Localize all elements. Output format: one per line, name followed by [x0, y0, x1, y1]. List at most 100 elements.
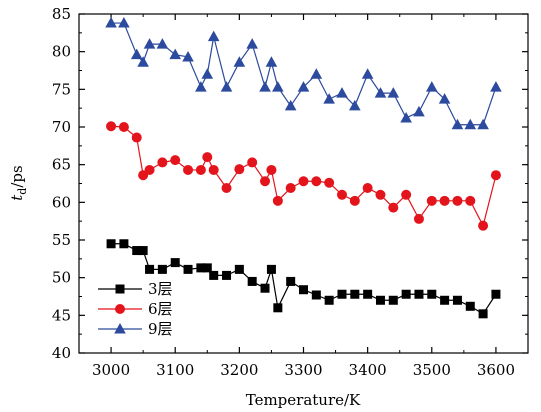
data-point: [259, 81, 271, 92]
data-point: [106, 239, 116, 249]
data-point: [119, 239, 129, 249]
data-point: [143, 38, 156, 49]
y-tick-label: 70: [52, 118, 71, 136]
y-tick-label: 45: [52, 306, 71, 324]
data-point: [105, 17, 117, 28]
data-point: [130, 48, 143, 60]
series-layer: [105, 17, 502, 319]
data-point: [375, 189, 386, 200]
data-point: [349, 195, 360, 206]
data-point: [451, 118, 464, 130]
y-tick-label: 80: [52, 43, 71, 61]
data-point: [183, 164, 194, 175]
data-point: [247, 276, 257, 286]
data-point: [478, 220, 489, 231]
x-tick-label: 3100: [156, 361, 194, 379]
legend-entry-3: 9层: [98, 320, 173, 338]
data-point: [490, 170, 501, 181]
data-point: [413, 105, 425, 117]
data-point: [137, 56, 149, 67]
data-point: [222, 270, 232, 280]
data-point: [170, 258, 180, 268]
data-point: [361, 68, 374, 79]
y-tick-label: 85: [52, 5, 71, 23]
data-point: [183, 264, 193, 274]
data-point: [131, 132, 142, 143]
data-point: [144, 164, 155, 175]
series-line: [111, 243, 497, 315]
x-tick-label: 3600: [477, 361, 515, 379]
data-point: [438, 93, 451, 104]
data-point: [491, 289, 501, 299]
legend-marker: [115, 304, 125, 314]
series-3: [105, 17, 502, 130]
y-tick-label: 60: [52, 193, 71, 211]
data-point: [427, 289, 437, 299]
data-point: [247, 157, 258, 168]
x-axis-title: Temperature/K: [246, 391, 361, 409]
legend-label: 3层: [148, 280, 173, 298]
data-point: [425, 81, 438, 92]
data-point: [297, 81, 310, 92]
data-point: [401, 289, 411, 299]
data-point: [413, 213, 424, 224]
data-point: [272, 195, 283, 206]
data-point: [260, 176, 271, 187]
data-point: [195, 81, 207, 92]
data-point: [196, 263, 206, 273]
data-point: [195, 164, 206, 175]
data-point: [362, 183, 373, 194]
data-point: [426, 195, 437, 206]
series-line: [111, 125, 497, 228]
y-axis-title: td/ps: [8, 165, 29, 200]
data-point: [202, 152, 213, 163]
data-point: [477, 118, 489, 130]
data-point: [388, 202, 399, 213]
data-point: [337, 289, 347, 299]
y-axis-title-unit: /ps: [8, 165, 26, 187]
series-line: [111, 22, 497, 126]
data-point: [170, 155, 181, 166]
x-tick-label: 3400: [349, 361, 387, 379]
data-point: [286, 276, 296, 286]
data-point: [145, 264, 155, 274]
data-point: [182, 50, 194, 62]
data-point: [234, 264, 244, 274]
y-axis-title-sub: d: [16, 188, 29, 195]
data-point: [208, 164, 219, 175]
data-point: [233, 56, 246, 67]
data-point: [439, 195, 450, 206]
data-point: [266, 264, 276, 274]
data-point: [106, 121, 117, 132]
legend-entry-1: 3层: [98, 280, 173, 298]
data-point: [336, 189, 347, 200]
data-point: [260, 283, 270, 293]
data-point: [490, 81, 502, 92]
data-point: [209, 270, 219, 280]
data-point: [156, 38, 169, 49]
data-point: [207, 30, 220, 42]
y-tick-label: 75: [52, 80, 71, 98]
y-tick-label: 50: [52, 269, 71, 287]
data-point: [157, 264, 167, 274]
data-point: [350, 289, 360, 299]
data-point: [118, 122, 129, 132]
data-point: [311, 176, 322, 187]
data-point: [138, 246, 148, 256]
x-tick-label: 3000: [92, 361, 130, 379]
data-point: [388, 295, 398, 305]
x-tick-label: 3300: [284, 361, 322, 379]
data-point: [363, 289, 373, 299]
y-axis-title-main: t: [8, 194, 26, 201]
data-point: [400, 111, 412, 123]
data-point: [299, 285, 308, 295]
data-point: [202, 263, 212, 273]
data-point: [349, 99, 361, 111]
data-point: [375, 295, 385, 305]
data-point: [273, 303, 283, 313]
data-point: [465, 301, 475, 311]
axis-ticks: 3000 3100 3200 3300 3400 3500 3600 40 45 50 55 60 65…: [52, 5, 528, 379]
data-point: [266, 164, 277, 175]
data-point: [246, 38, 258, 49]
